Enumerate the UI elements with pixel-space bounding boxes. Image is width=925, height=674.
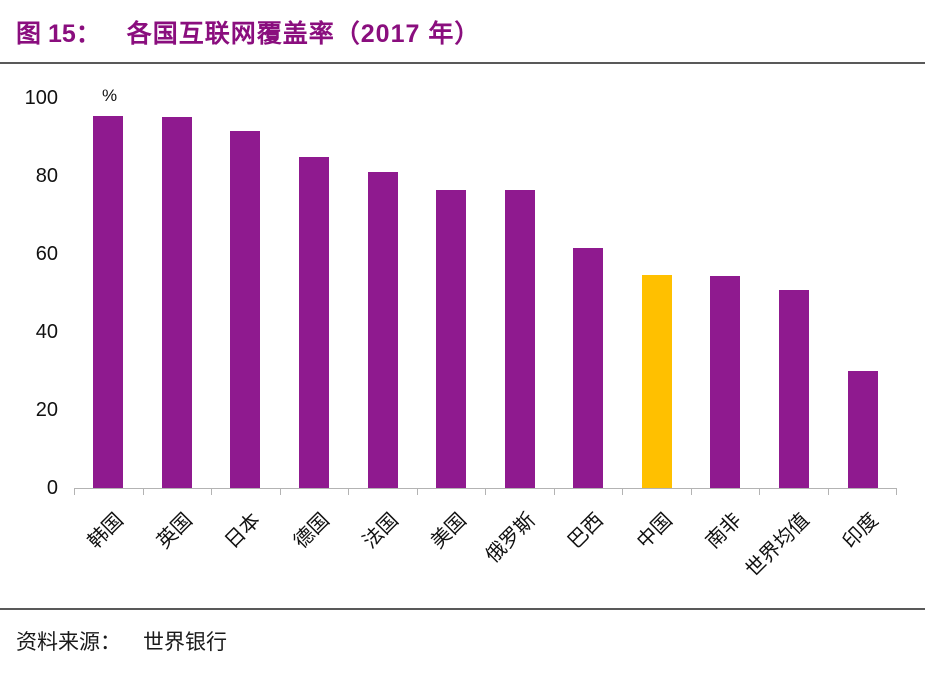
- x-label-cell-11: 印度: [828, 495, 897, 613]
- x-label-cell-8: 中国: [623, 495, 692, 613]
- bar-slot-1: [143, 98, 212, 488]
- bar-slot-5: [417, 98, 486, 488]
- x-label-6: 俄罗斯: [481, 509, 540, 568]
- bar-7: [573, 248, 604, 488]
- x-label-9: 南非: [701, 509, 746, 554]
- x-label-8: 中国: [632, 509, 677, 554]
- bar-slot-11: [828, 98, 897, 488]
- x-label-cell-10: 世界均值: [742, 495, 829, 613]
- y-tick-label-20: 20: [35, 399, 58, 421]
- x-label-cell-0: 韩国: [74, 495, 143, 613]
- bar-slot-9: [691, 98, 760, 488]
- source-text: 世界银行: [143, 631, 227, 654]
- bar-slot-0: [74, 98, 143, 488]
- x-label-0: 韩国: [84, 509, 129, 554]
- source-label: 资料来源：: [16, 631, 121, 654]
- x-label-5: 美国: [427, 509, 471, 554]
- bar-1: [161, 117, 192, 488]
- x-tick-11: [829, 489, 897, 495]
- bar-slot-8: [623, 98, 692, 488]
- x-tick-5: [418, 489, 486, 495]
- bar-5: [436, 189, 467, 488]
- y-tick-label-40: 40: [35, 321, 58, 343]
- x-tick-6: [486, 489, 555, 495]
- bar-6: [504, 190, 535, 488]
- bar-4: [367, 172, 398, 488]
- bar-slot-2: [211, 98, 280, 488]
- bar-3: [299, 156, 330, 488]
- x-tick-7: [555, 489, 623, 495]
- x-label-cell-7: 巴西: [554, 495, 623, 613]
- x-label-cell-4: 法国: [348, 495, 417, 613]
- bar-slot-6: [485, 98, 554, 488]
- y-axis-unit-label: %: [102, 86, 118, 105]
- plot-area: [74, 98, 897, 489]
- x-label-7: 巴西: [564, 509, 609, 554]
- y-tick-label-0: 0: [46, 477, 58, 499]
- bar-chart: % 0 20 40 60 80 100 韩国 英国 日本 德国 法国 美国 俄罗斯 巴西 中国 南非 世界均值…: [14, 86, 897, 613]
- x-axis-labels: 韩国 英国 日本 德国 法国 美国 俄罗斯 巴西 中国 南非 世界均值 印度: [74, 495, 897, 613]
- x-label-4: 法国: [358, 509, 403, 554]
- x-axis-ticks: [74, 489, 897, 495]
- figure-number: 图 15：: [16, 20, 101, 48]
- plot-row: 0 20 40 60 80 100: [14, 88, 897, 498]
- x-tick-0: [74, 489, 144, 495]
- x-tick-3: [281, 489, 349, 495]
- y-tick-label-60: 60: [35, 243, 58, 265]
- x-label-2: 日本: [221, 509, 266, 554]
- x-tick-10: [760, 489, 829, 495]
- x-tick-4: [349, 489, 418, 495]
- y-tick-label-100: 100: [24, 87, 58, 109]
- x-label-cell-3: 德国: [280, 495, 349, 613]
- bar-8: [641, 275, 672, 488]
- bar-2: [230, 131, 261, 488]
- bar-0: [93, 115, 124, 488]
- x-label-11: 印度: [838, 509, 883, 554]
- figure-footer: 资料来源： 世界银行: [0, 608, 925, 674]
- figure-title: 各国互联网覆盖率（2017 年）: [126, 20, 481, 48]
- y-tick-label-80: 80: [35, 165, 58, 187]
- x-tick-9: [692, 489, 760, 495]
- bar-10: [779, 289, 810, 488]
- x-tick-8: [623, 489, 692, 495]
- x-label-3: 德国: [289, 509, 334, 554]
- bar-slot-3: [280, 98, 349, 488]
- y-axis: 0 20 40 60 80 100: [14, 88, 74, 498]
- bar-slot-10: [760, 98, 829, 488]
- x-label-cell-2: 日本: [211, 495, 280, 613]
- figure-header: 图 15： 各国互联网覆盖率（2017 年）: [0, 0, 925, 64]
- bar-9: [710, 275, 741, 488]
- x-tick-1: [144, 489, 212, 495]
- x-label-1: 英国: [152, 509, 197, 554]
- x-label-cell-1: 英国: [143, 495, 212, 613]
- x-label-cell-5: 美国: [417, 495, 486, 613]
- x-label-cell-6: 俄罗斯: [482, 495, 554, 613]
- bar-slot-7: [554, 98, 623, 488]
- bar-slot-4: [348, 98, 417, 488]
- x-tick-2: [212, 489, 281, 495]
- bar-11: [847, 371, 878, 488]
